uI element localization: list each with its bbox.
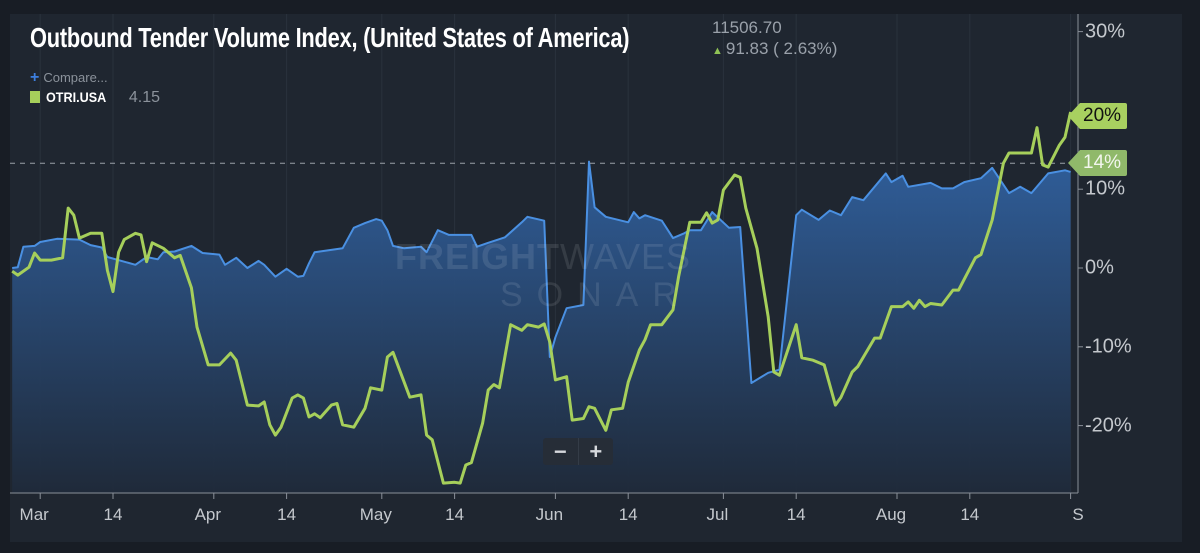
legend-symbol: OTRI.USA xyxy=(46,89,107,105)
series-line-green xyxy=(11,111,1073,485)
y-tick-label: 10% xyxy=(1085,177,1126,200)
x-tick-label: S xyxy=(1072,505,1084,524)
legend-value: 4.15 xyxy=(128,89,161,106)
series-line-blue xyxy=(12,160,1071,384)
x-tick-label: Jul xyxy=(706,505,729,524)
y-tick-label: 0% xyxy=(1085,256,1114,279)
legend-swatch xyxy=(30,91,40,103)
x-tick-label: Jun xyxy=(535,505,564,524)
y-tick-label: 30% xyxy=(1085,20,1126,43)
watermark-product: SONAR xyxy=(500,276,691,314)
compare-button[interactable]: + Compare... xyxy=(30,69,108,87)
zoom-in-button[interactable]: + xyxy=(577,438,614,465)
x-tick-label: May xyxy=(359,505,392,524)
x-tick-label: Mar xyxy=(19,505,49,524)
axes xyxy=(10,14,1083,499)
arrow-up-icon: ▲ xyxy=(712,45,723,57)
x-tick-label: 14 xyxy=(618,505,638,524)
current-price: 11506.70 xyxy=(712,18,782,37)
x-tick-label: Apr xyxy=(194,505,222,524)
series-area-blue xyxy=(12,161,1071,493)
x-tick-label: 14 xyxy=(786,505,806,524)
series-layer xyxy=(10,111,1078,493)
legend-item-otri[interactable]: OTRI.USA 4.15 xyxy=(30,89,160,107)
end-value-tag-green: 20% xyxy=(1067,102,1128,129)
x-tick-label: 14 xyxy=(103,505,123,524)
zoom-controls: − + xyxy=(543,438,613,465)
zoom-out-button[interactable]: − xyxy=(553,439,567,464)
price-change-value: 91.83 ( 2.63%) xyxy=(725,39,838,58)
x-tick-label: Aug xyxy=(875,505,907,524)
plus-icon: + xyxy=(30,69,40,86)
chart-title: Outbound Tender Volume Index, (United St… xyxy=(30,22,630,53)
x-tick-label: 14 xyxy=(960,505,980,524)
x-tick-label: 14 xyxy=(445,505,465,524)
compare-label: Compare... xyxy=(43,70,108,85)
end-value-tag-blue: 14% xyxy=(1067,150,1128,177)
y-tick-label: -10% xyxy=(1085,335,1132,358)
price-change: ▲ 91.83 ( 2.63%) xyxy=(712,39,837,59)
y-tick-label: -20% xyxy=(1085,414,1132,437)
watermark-logo: FREIGHTWAVES xyxy=(395,236,692,277)
x-tick-label: 14 xyxy=(277,505,297,524)
